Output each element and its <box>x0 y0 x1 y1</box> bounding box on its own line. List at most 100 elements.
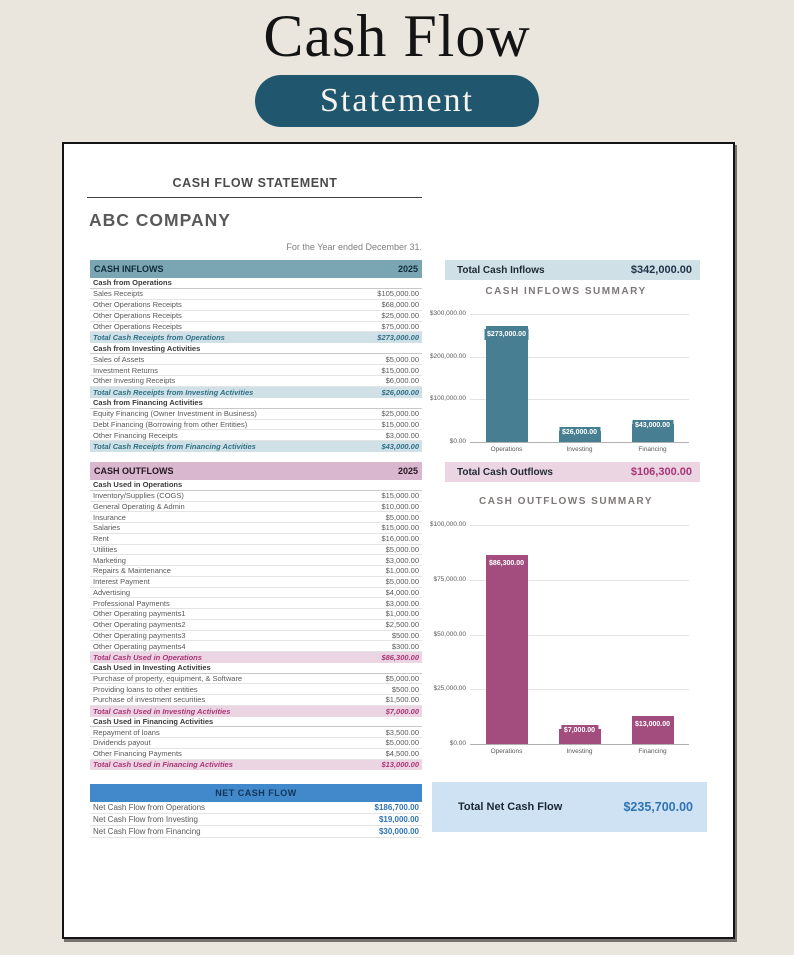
row-value: $15,000.00 <box>381 523 419 533</box>
table-row: Professional Payments $3,000.00 <box>90 598 422 609</box>
table-row: Cash from Operations <box>90 278 422 289</box>
row-label: Other Operations Receipts <box>93 300 182 310</box>
row-value: $500.00 <box>391 630 419 640</box>
table-row: Total Cash Receipts from Financing Activ… <box>90 441 422 453</box>
table-row: Total Cash Receipts from Operations $273… <box>90 332 422 344</box>
row-value: $15,000.00 <box>381 420 419 430</box>
row-label: Salaries <box>93 523 121 533</box>
row-value: $3,000.00 <box>385 555 419 565</box>
row-value: $10,000.00 <box>381 501 419 511</box>
period-label: For the Year ended December 31. <box>286 242 422 252</box>
table-row: Other Operating payments2 $2,500.00 <box>90 620 422 631</box>
row-value: $5,000.00 <box>385 738 419 748</box>
table-row: Cash Used in Investing Activities <box>90 663 422 674</box>
row-label: Inventory/Supplies (COGS) <box>93 491 184 501</box>
row-label: Net Cash Flow from Operations <box>93 803 206 812</box>
banner: Cash Flow Statement <box>0 0 794 127</box>
row-label: Debt Financing (Borrowing from other Ent… <box>93 420 248 430</box>
row-label: Purchase of investment securities <box>93 695 206 705</box>
row-label: Professional Payments <box>93 598 170 608</box>
row-value: $16,000.00 <box>381 534 419 544</box>
total-cash-outflows-value: $106,300.00 <box>630 466 692 478</box>
banner-badge: Statement <box>255 75 539 127</box>
table-row: Utilities $5,000.00 <box>90 545 422 556</box>
cash-inflows-rows: Cash from Operations Sales Receipts $105… <box>90 278 422 453</box>
table-row: Other Operations Receipts $75,000.00 <box>90 322 422 333</box>
table-row: Sales Receipts $105,000.00 <box>90 289 422 300</box>
table-row: Other Operating payments1 $1,000.00 <box>90 609 422 620</box>
chart-title: CASH INFLOWS SUMMARY <box>485 286 647 297</box>
net-cash-flow-rows: Net Cash Flow from Operations $186,700.0… <box>90 802 422 838</box>
net-cash-flow-header: NET CASH FLOW <box>90 784 422 802</box>
row-label: Cash from Financing Activities <box>93 398 203 408</box>
row-label: Total Cash Receipts from Financing Activ… <box>93 442 256 452</box>
bar-data-label: $43,000.00 <box>631 419 674 431</box>
table-row: Net Cash Flow from Investing $19,000.00 <box>90 814 422 826</box>
chart-title: CASH OUTFLOWS SUMMARY <box>479 496 653 507</box>
cash-inflows-summary-chart: CASH INFLOWS SUMMARY $0.00 $100,000.00 $20… <box>430 284 702 459</box>
cash-outflows-rows: Cash Used in Operations Inventory/Suppli… <box>90 480 422 771</box>
row-label: General Operating & Admin <box>93 501 185 511</box>
row-label: Repayment of loans <box>93 727 160 737</box>
row-value: $5,000.00 <box>385 673 419 683</box>
table-row: Purchase of investment securities $1,500… <box>90 695 422 706</box>
total-cash-outflows-label: Total Cash Outflows <box>457 466 553 478</box>
statement-page: CASH FLOW STATEMENT ABC COMPANY For the … <box>62 142 735 939</box>
row-label: Insurance <box>93 512 126 522</box>
banner-title: Cash Flow <box>263 3 531 69</box>
row-label: Rent <box>93 534 109 544</box>
row-label: Repairs & Maintenance <box>93 566 171 576</box>
row-value: $186,700.00 <box>374 803 420 812</box>
row-label: Total Cash Receipts from Operations <box>93 333 225 343</box>
table-row: Other Financing Payments $4,500.00 <box>90 749 422 760</box>
cash-outflows-header-year: 2025 <box>397 466 418 476</box>
table-row: Other Operating payments3 $500.00 <box>90 631 422 642</box>
row-label: Total Cash Receipts from Investing Activ… <box>93 387 254 397</box>
row-label: Utilities <box>93 544 118 554</box>
table-row: Total Cash Used in Investing Activities … <box>90 705 422 717</box>
bar-data-label: $26,000.00 <box>558 426 601 438</box>
row-label: Advertising <box>93 587 131 597</box>
table-row: Insurance $5,000.00 <box>90 512 422 523</box>
row-label: Cash from Operations <box>93 278 172 288</box>
table-row: Cash from Investing Activities <box>90 343 422 355</box>
total-cash-outflows-band: Total Cash Outflows $106,300.00 <box>445 462 700 482</box>
row-label: Other Operating payments3 <box>93 630 186 640</box>
bar-data-label: $273,000.00 <box>484 328 529 340</box>
table-row: Cash Used in Financing Activities <box>90 717 422 728</box>
row-label: Marketing <box>93 555 126 565</box>
bar-operations <box>485 325 528 442</box>
row-value: $1,000.00 <box>385 566 419 576</box>
bar-data-label: $86,300.00 <box>485 558 528 569</box>
table-row: Purchase of property, equipment, & Softw… <box>90 674 422 685</box>
table-row: Total Cash Receipts from Investing Activ… <box>90 386 422 398</box>
row-label: Other Operating payments1 <box>93 609 186 619</box>
table-row: Interest Payment $5,000.00 <box>90 577 422 588</box>
row-label: Other Financing Payments <box>93 749 182 759</box>
row-value: $25,000.00 <box>381 311 419 321</box>
cash-outflows-header: CASH OUTFLOWS 2025 <box>90 462 422 480</box>
table-row: Other Operations Receipts $25,000.00 <box>90 311 422 322</box>
chart-plot-area: $0.00 $100,000.00 $200,000.00 $300,000.00 $2… <box>430 310 689 453</box>
row-value: $5,000.00 <box>385 354 419 364</box>
table-row: Equity Financing (Owner Investment in Bu… <box>90 409 422 420</box>
row-label: Net Cash Flow from Financing <box>93 827 201 836</box>
row-value: $3,500.00 <box>385 727 419 737</box>
table-row: Providing loans to other entities $500.0… <box>90 684 422 695</box>
cash-outflows-table: CASH OUTFLOWS 2025 Cash Used in Operatio… <box>90 462 422 771</box>
table-row: Debt Financing (Borrowing from other Ent… <box>90 420 422 431</box>
company-name: ABC COMPANY <box>89 210 231 230</box>
total-cash-inflows-band: Total Cash Inflows $342,000.00 <box>445 260 700 280</box>
table-row: Inventory/Supplies (COGS) $15,000.00 <box>90 491 422 502</box>
row-label: Interest Payment <box>93 577 150 587</box>
row-value: $15,000.00 <box>381 365 419 375</box>
row-label: Investment Returns <box>93 365 159 375</box>
x-axis-label: Financing <box>638 748 667 755</box>
row-value: $25,000.00 <box>381 409 419 419</box>
table-row: Sales of Assets $5,000.00 <box>90 354 422 366</box>
total-net-cash-flow-label: Total Net Cash Flow <box>458 801 563 813</box>
row-value: $4,000.00 <box>385 587 419 597</box>
total-cash-inflows-value: $342,000.00 <box>630 264 692 276</box>
row-label: Cash Used in Investing Activities <box>93 663 211 673</box>
row-label: Total Cash Used in Investing Activities <box>93 706 231 716</box>
